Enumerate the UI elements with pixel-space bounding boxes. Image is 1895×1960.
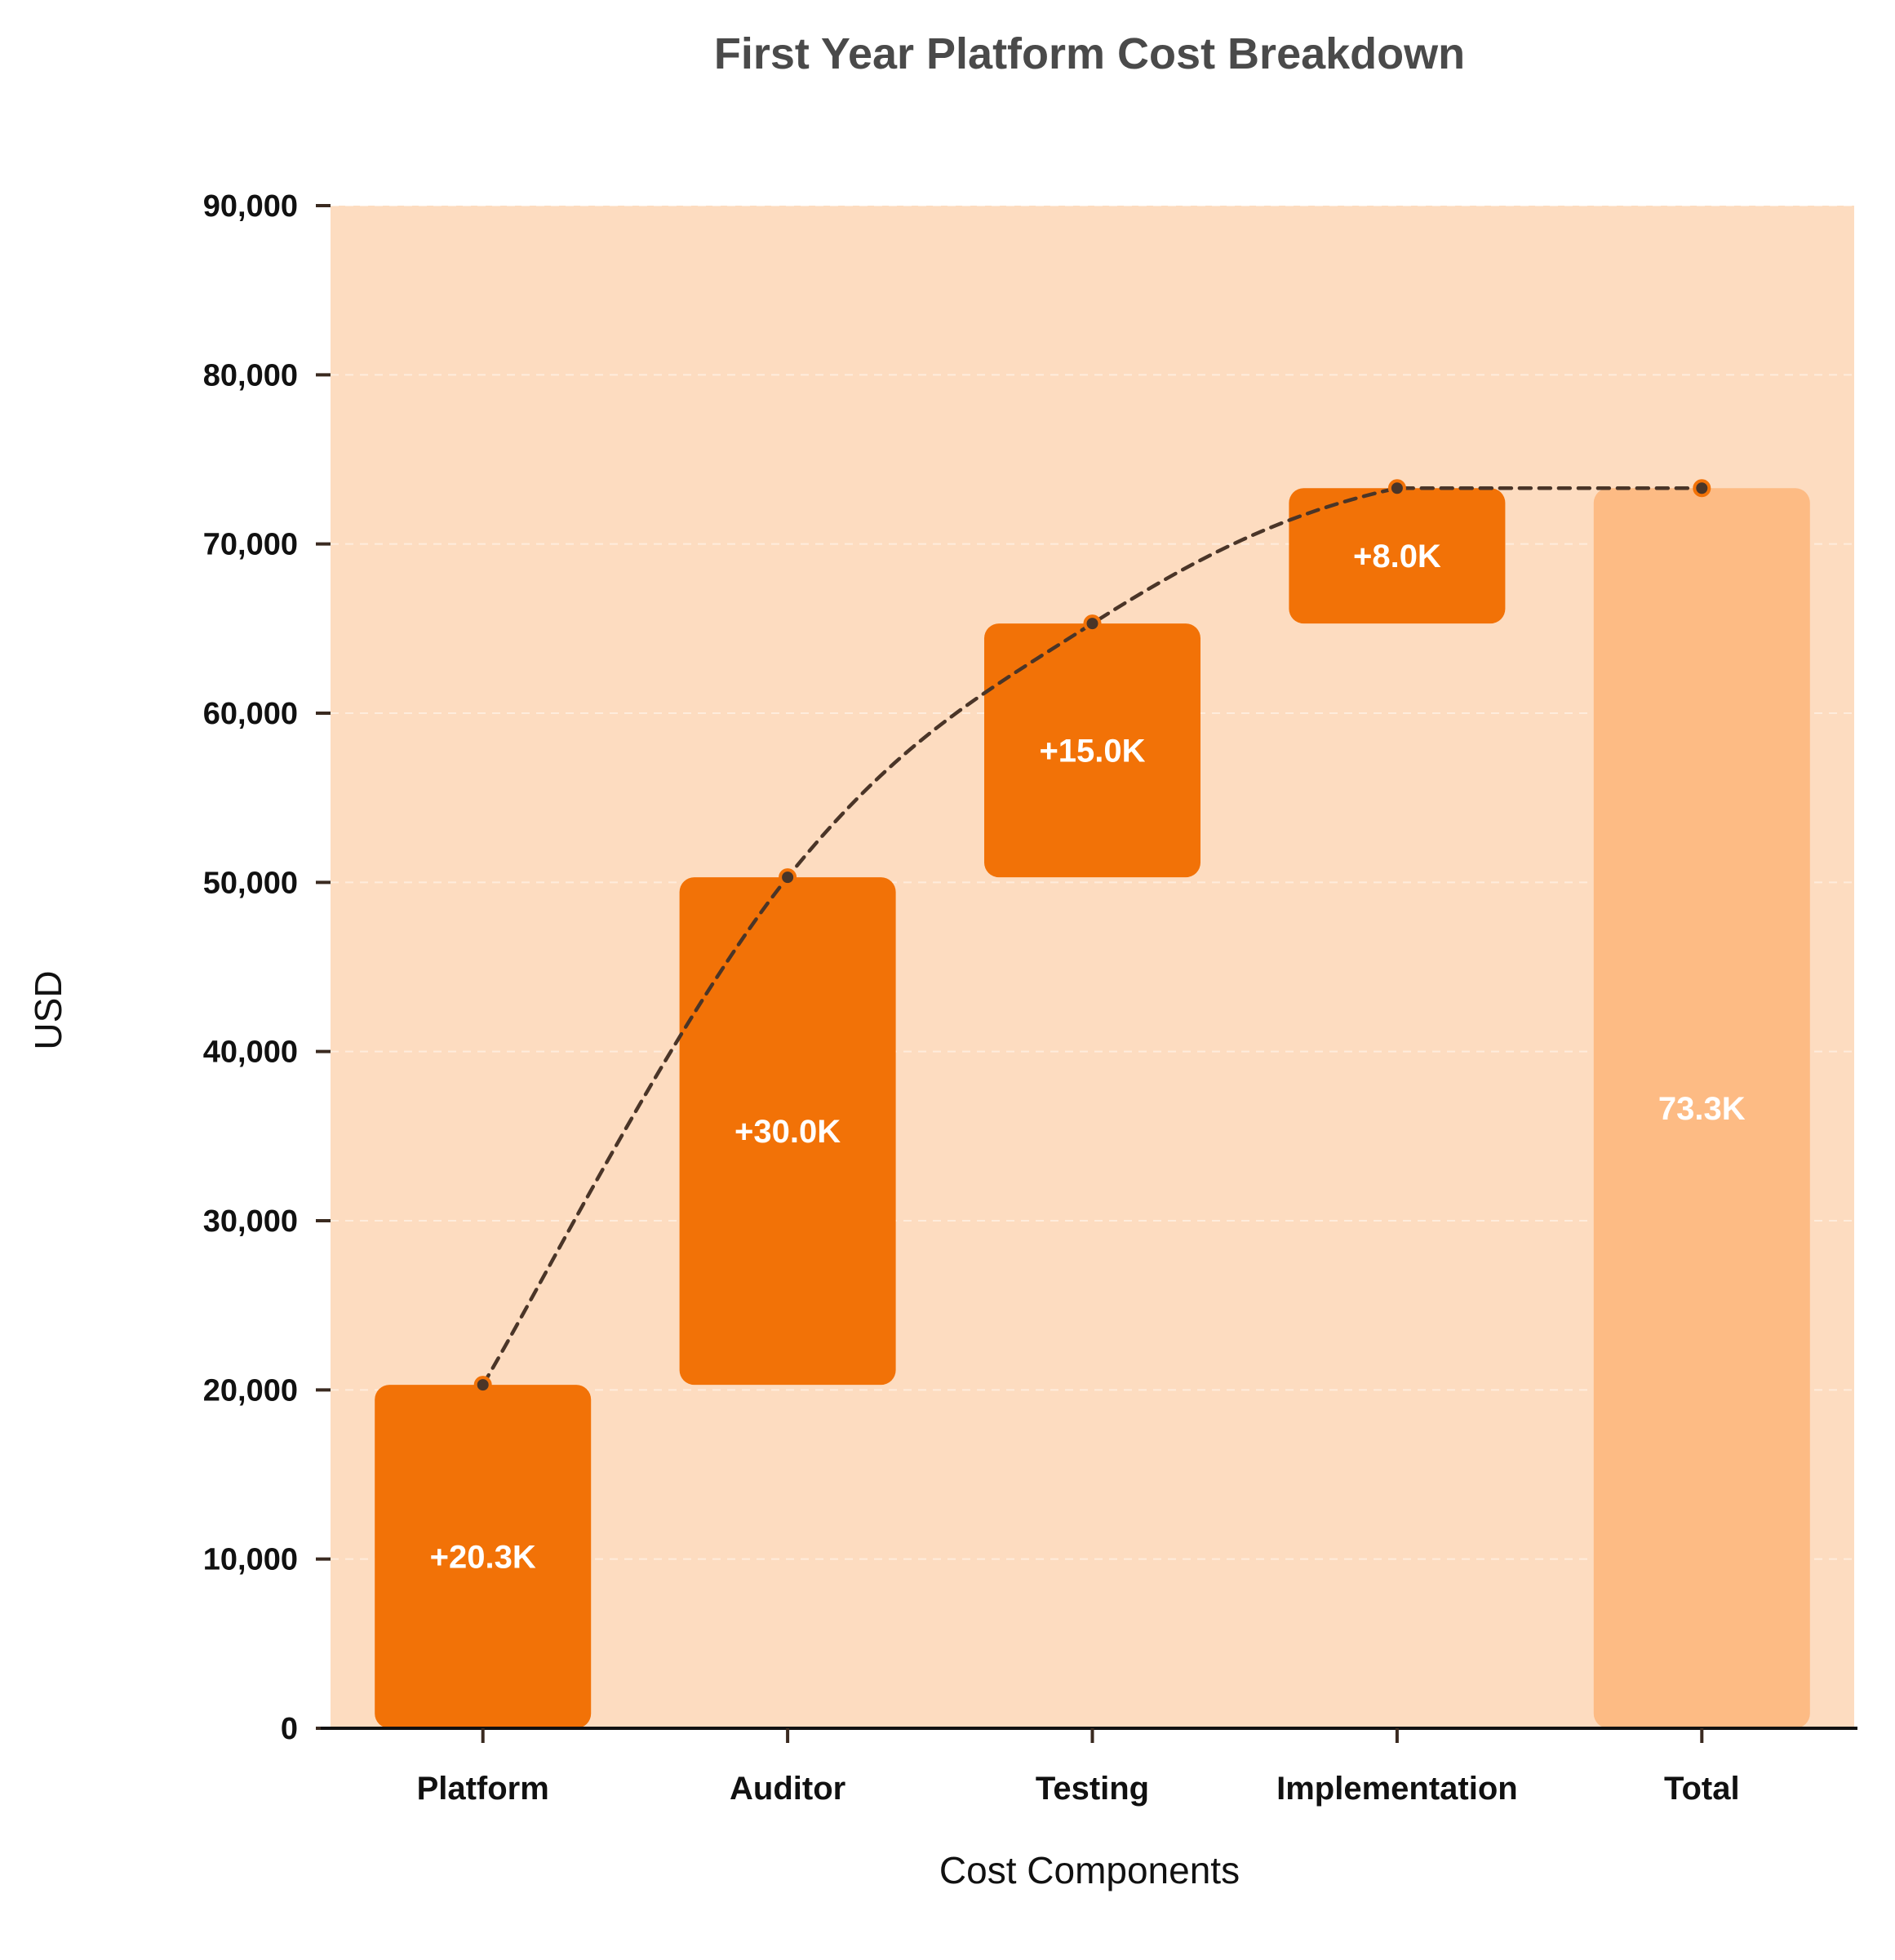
bar-value-label: +8.0K <box>1353 539 1441 574</box>
increment-bar <box>679 877 896 1386</box>
y-tick-label: 90,000 <box>203 189 298 224</box>
bar-value-label: +30.0K <box>734 1114 841 1150</box>
chart-title: First Year Platform Cost Breakdown <box>714 29 1465 78</box>
y-tick-label: 10,000 <box>203 1543 298 1577</box>
y-tick-label: 80,000 <box>203 358 298 392</box>
increment-bar <box>1289 488 1506 624</box>
plot-area: 0 10,000 20,000 30,000 40,000 50,000 60,000 70,… <box>203 189 1857 1807</box>
y-tick-label: 20,000 <box>203 1373 298 1408</box>
bar-value-label: +20.3K <box>430 1540 536 1576</box>
increment-bar <box>984 623 1200 878</box>
y-axis-title: USD <box>27 970 69 1049</box>
x-axis-title: Cost Components <box>939 1849 1240 1891</box>
x-tick-label: Implementation <box>1276 1771 1518 1807</box>
y-tick-label: 40,000 <box>203 1035 298 1070</box>
x-tick-label: Auditor <box>730 1771 845 1807</box>
bar-value-label: 73.3K <box>1658 1091 1746 1127</box>
cumulative-marker <box>473 1376 492 1395</box>
y-tick-label: 70,000 <box>203 528 298 562</box>
y-tick-label: 50,000 <box>203 866 298 900</box>
connector-line <box>481 486 1704 1387</box>
x-tick-label: Total <box>1664 1771 1740 1807</box>
y-tick-label: 30,000 <box>203 1204 298 1239</box>
increment-bar <box>375 1385 592 1728</box>
cumulative-marker <box>779 868 797 887</box>
x-tick-label: Testing <box>1036 1771 1149 1807</box>
y-tick-label: 0 <box>281 1712 298 1746</box>
cumulative-marker <box>1083 614 1102 633</box>
x-tick-label: Platform <box>417 1771 549 1807</box>
total-bar <box>1593 488 1810 1729</box>
cumulative-marker <box>1693 479 1711 498</box>
cumulative-marker <box>1387 479 1406 498</box>
bar-value-label: +15.0K <box>1039 734 1145 769</box>
y-tick-label: 60,000 <box>203 697 298 731</box>
